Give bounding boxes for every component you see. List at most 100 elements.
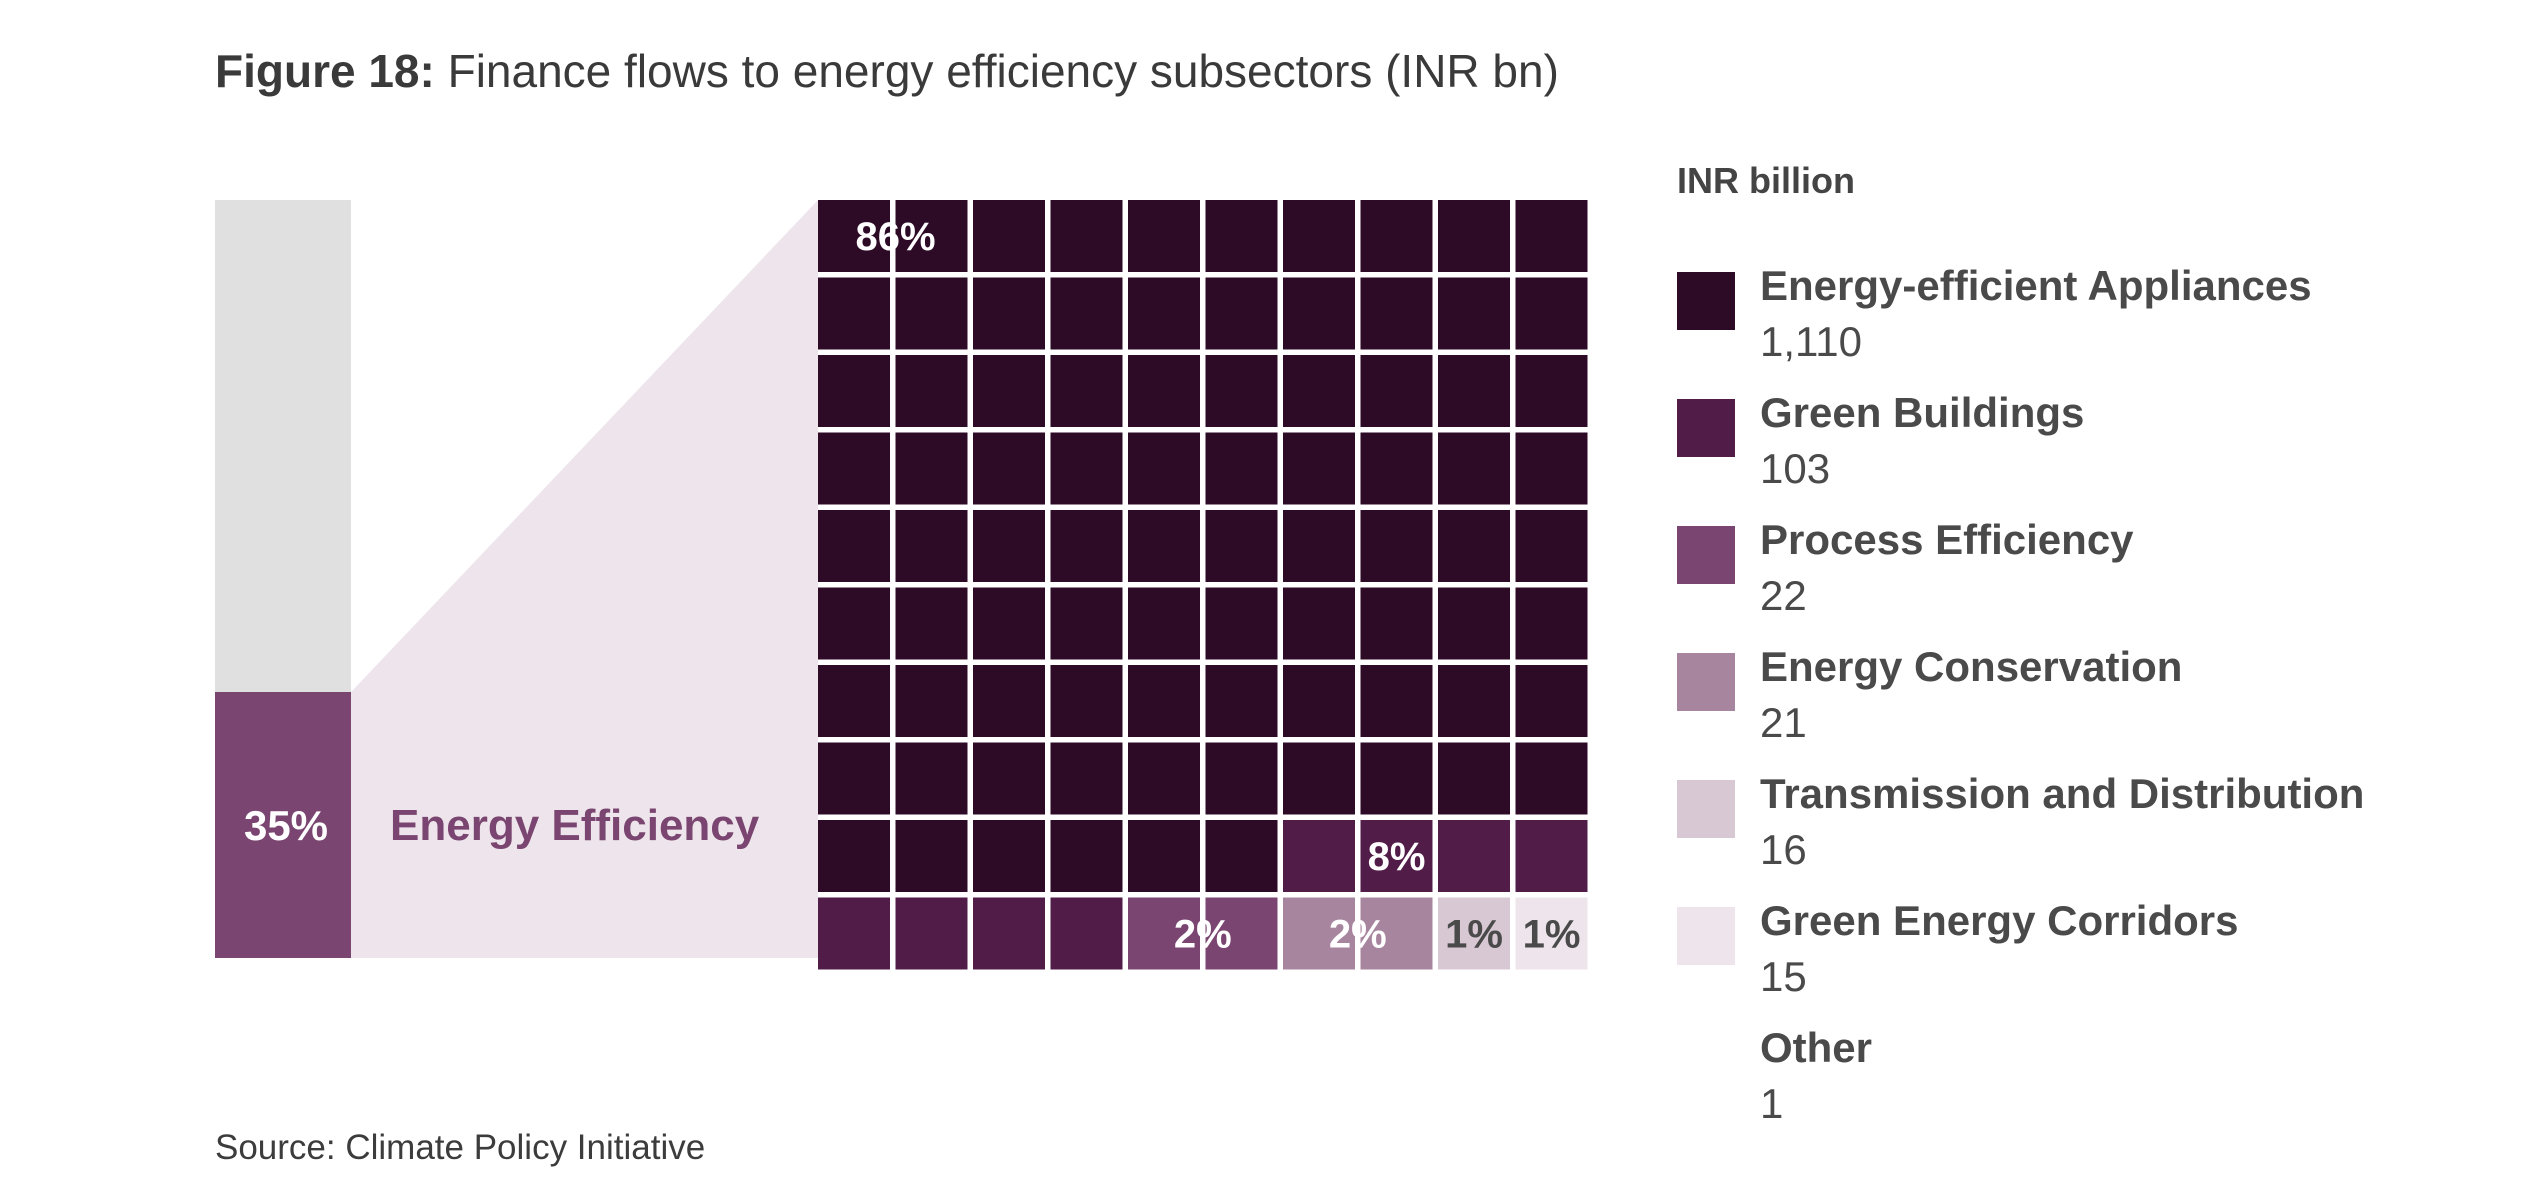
waffle-square <box>1438 742 1510 815</box>
waffle-square <box>1050 820 1123 892</box>
waffle-square <box>895 587 968 660</box>
waffle-square <box>1205 510 1278 582</box>
waffle-square <box>1205 897 1278 970</box>
waffle-square <box>895 432 968 505</box>
waffle-square <box>895 742 968 815</box>
figure-title: Figure 18: Finance flows to energy effic… <box>215 44 1559 98</box>
waffle-square <box>1283 200 1355 272</box>
waffle-square <box>1128 587 1200 660</box>
waffle-square <box>895 200 968 272</box>
context-bar-category-label: Energy Efficiency <box>390 801 760 850</box>
waffle-square <box>1360 665 1433 737</box>
legend-item: Energy Conservation 21 <box>1677 607 2497 746</box>
waffle-square <box>973 742 1045 815</box>
waffle-square <box>1050 742 1123 815</box>
waffle-square <box>1515 665 1588 737</box>
waffle-square <box>1128 897 1200 970</box>
waffle-square <box>1360 355 1433 427</box>
legend-value: 1,110 <box>1760 318 1862 365</box>
waffle-square <box>1050 200 1123 272</box>
waffle-square <box>973 510 1045 582</box>
legend-swatch <box>1677 526 1735 584</box>
waffle-square <box>895 665 968 737</box>
waffle-square <box>1283 897 1355 970</box>
waffle-square <box>895 897 968 970</box>
waffle-square <box>1438 510 1510 582</box>
waffle-percent-label: 2% <box>1329 913 1387 957</box>
waffle-square <box>1515 587 1588 660</box>
legend-value: 103 <box>1760 445 1831 492</box>
legend-items: Energy-efficient Appliances 1,110 Green Bu… <box>1677 226 2497 1127</box>
waffle-square <box>818 200 890 272</box>
waffle-square <box>818 665 890 737</box>
waffle-square <box>1128 665 1200 737</box>
waffle-square <box>1438 820 1510 892</box>
legend-swatch <box>1677 1034 1735 1092</box>
waffle-square <box>1360 742 1433 815</box>
waffle-square <box>973 897 1045 970</box>
waffle-square <box>1360 200 1433 272</box>
legend-label: Green Energy Corridors <box>1760 897 2239 944</box>
legend-item: Transmission and Distribution 16 <box>1677 734 2497 873</box>
waffle-square <box>973 277 1045 350</box>
waffle-square <box>895 820 968 892</box>
figure-label: Figure 18: <box>215 45 435 97</box>
waffle-square <box>818 742 890 815</box>
legend-item: Green Energy Corridors 15 <box>1677 861 2497 1000</box>
waffle-square <box>1050 432 1123 505</box>
waffle-square <box>1050 897 1123 970</box>
waffle-square <box>1205 587 1278 660</box>
waffle-square <box>1205 820 1278 892</box>
legend-swatch <box>1677 780 1735 838</box>
waffle-square <box>1515 355 1588 427</box>
waffle-square <box>973 587 1045 660</box>
waffle-square <box>1205 355 1278 427</box>
waffle-square <box>1128 277 1200 350</box>
waffle-square <box>1438 200 1510 272</box>
waffle-square <box>1050 277 1123 350</box>
waffle-percent-label: 1% <box>1523 913 1581 957</box>
legend-value: 22 <box>1760 572 1807 619</box>
legend-label: Transmission and Distribution <box>1760 770 2365 817</box>
legend-swatch <box>1677 272 1735 330</box>
waffle-square <box>1515 510 1588 582</box>
waffle-square <box>1128 510 1200 582</box>
legend-item: Energy-efficient Appliances 1,110 <box>1677 226 2497 365</box>
waffle-square <box>1050 665 1123 737</box>
waffle-square <box>1515 820 1588 892</box>
context-bar-share <box>215 692 351 958</box>
context-bar-rest <box>215 200 351 692</box>
legend-title: INR billion <box>1677 160 1855 201</box>
legend-label: Other <box>1760 1024 1873 1071</box>
waffle-square <box>1438 897 1510 970</box>
waffle-square <box>1515 432 1588 505</box>
legend-value: 15 <box>1760 953 1807 1000</box>
legend-item: Other 1 <box>1677 988 2497 1127</box>
legend-swatch <box>1677 653 1735 711</box>
waffle-square <box>895 277 968 350</box>
legend-item: Process Efficiency 22 <box>1677 480 2497 619</box>
waffle-square <box>1515 277 1588 350</box>
waffle-square <box>973 665 1045 737</box>
waffle-square <box>1050 355 1123 427</box>
waffle-square <box>1050 510 1123 582</box>
waffle-percent-label: 1% <box>1445 913 1503 957</box>
legend: INR billion Energy-efficient Appliances 1… <box>1677 160 2497 1127</box>
waffle-square <box>1205 200 1278 272</box>
waffle-square <box>818 355 890 427</box>
waffle-square <box>1205 432 1278 505</box>
legend-value: 1 <box>1760 1080 1784 1127</box>
waffle-square <box>1283 665 1355 737</box>
waffle-square <box>1128 200 1200 272</box>
waffle-square <box>1438 665 1510 737</box>
waffle-square <box>1283 510 1355 582</box>
waffle-square <box>818 820 890 892</box>
legend-swatch <box>1677 399 1735 457</box>
waffle-square <box>1283 820 1355 892</box>
source-note: Source: Climate Policy Initiative <box>215 1128 706 1167</box>
waffle-square <box>1283 277 1355 350</box>
waffle-square <box>1360 820 1433 892</box>
legend-label: Process Efficiency <box>1760 516 2134 563</box>
waffle-square <box>895 355 968 427</box>
waffle-square <box>1128 355 1200 427</box>
